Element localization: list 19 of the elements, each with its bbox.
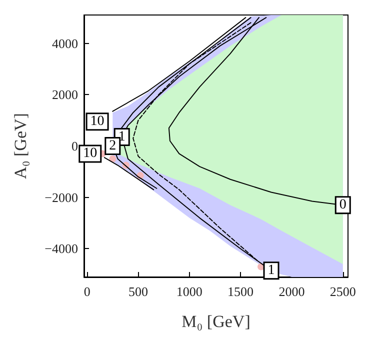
- annotation: 0: [339, 198, 346, 213]
- x-axis-title: M₀ [GeV]: [182, 312, 250, 331]
- annotation: 2: [109, 138, 116, 154]
- x-tick-label: 2500: [330, 284, 356, 299]
- y-tick-label: 4000: [52, 36, 78, 51]
- x-tick-label: 2000: [278, 284, 305, 299]
- annotation: 1: [118, 130, 126, 145]
- x-tick-label: 1500: [228, 284, 254, 299]
- y-tick-label: −2000: [44, 190, 78, 205]
- x-tick-label: 500: [128, 284, 148, 299]
- y-tick-label: −4000: [44, 241, 78, 256]
- y-tick-label: 2000: [52, 87, 78, 102]
- x-tick-label: 1000: [176, 284, 202, 299]
- annotation: 1: [268, 263, 275, 278]
- y-axis-title: A₀ [GeV]: [11, 113, 30, 179]
- annotation: 10: [90, 114, 104, 130]
- x-tick-label: 0: [84, 284, 90, 299]
- y-tick-label: 0: [72, 138, 78, 154]
- annotation: 10: [83, 146, 98, 162]
